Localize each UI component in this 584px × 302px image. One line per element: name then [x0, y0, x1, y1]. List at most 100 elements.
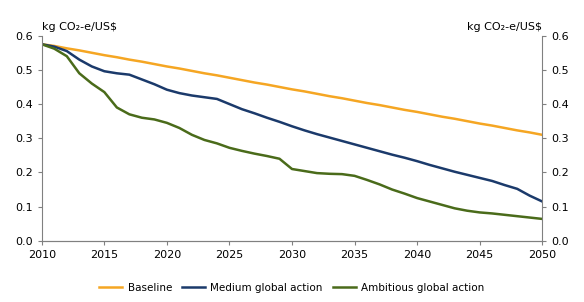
Baseline: [376, 103, 383, 107]
Ambitious global action: [376, 183, 383, 186]
Baseline: [164, 65, 171, 68]
Medium global action: [213, 97, 220, 101]
Medium global action: [489, 179, 496, 183]
Medium global action: [288, 124, 296, 128]
Medium global action: [451, 170, 458, 174]
Baseline: [238, 78, 245, 82]
Ambitious global action: [301, 169, 308, 173]
Medium global action: [401, 156, 408, 159]
Baseline: [351, 99, 358, 102]
Baseline: [138, 60, 145, 63]
Baseline: [301, 90, 308, 93]
Baseline: [201, 72, 208, 75]
Baseline: [126, 58, 133, 61]
Baseline: [288, 88, 296, 91]
Baseline: [526, 131, 533, 134]
Text: kg CO₂-e/US$: kg CO₂-e/US$: [467, 21, 542, 32]
Baseline: [401, 108, 408, 112]
Medium global action: [238, 108, 245, 111]
Medium global action: [388, 153, 395, 156]
Baseline: [426, 113, 433, 116]
Ambitious global action: [164, 121, 171, 125]
Ambitious global action: [339, 172, 346, 176]
Baseline: [276, 85, 283, 89]
Ambitious global action: [426, 200, 433, 203]
Baseline: [388, 106, 395, 109]
Baseline: [39, 42, 46, 46]
Baseline: [51, 44, 58, 48]
Baseline: [176, 67, 183, 70]
Medium global action: [339, 139, 346, 143]
Ambitious global action: [364, 178, 371, 182]
Ambitious global action: [263, 154, 270, 158]
Medium global action: [514, 187, 521, 191]
Text: kg CO₂-e/US$: kg CO₂-e/US$: [42, 21, 117, 32]
Ambitious global action: [276, 157, 283, 161]
Ambitious global action: [326, 172, 333, 175]
Ambitious global action: [51, 47, 58, 50]
Line: Ambitious global action: Ambitious global action: [42, 44, 542, 219]
Medium global action: [476, 176, 483, 180]
Medium global action: [439, 166, 446, 170]
Medium global action: [189, 94, 196, 97]
Medium global action: [351, 143, 358, 146]
Ambitious global action: [514, 214, 521, 218]
Medium global action: [151, 82, 158, 86]
Ambitious global action: [413, 196, 420, 200]
Ambitious global action: [351, 174, 358, 178]
Medium global action: [101, 69, 108, 73]
Baseline: [413, 110, 420, 114]
Ambitious global action: [213, 142, 220, 145]
Baseline: [151, 62, 158, 66]
Medium global action: [413, 159, 420, 163]
Baseline: [263, 83, 270, 86]
Baseline: [538, 133, 545, 137]
Ambitious global action: [39, 42, 46, 46]
Baseline: [189, 69, 196, 73]
Baseline: [326, 95, 333, 98]
Ambitious global action: [138, 116, 145, 120]
Medium global action: [164, 88, 171, 92]
Ambitious global action: [76, 72, 83, 75]
Ambitious global action: [126, 113, 133, 116]
Baseline: [101, 53, 108, 57]
Medium global action: [426, 163, 433, 167]
Baseline: [251, 81, 258, 84]
Ambitious global action: [501, 213, 508, 217]
Medium global action: [113, 72, 120, 75]
Ambitious global action: [526, 216, 533, 219]
Medium global action: [526, 194, 533, 198]
Baseline: [339, 96, 346, 100]
Ambitious global action: [388, 188, 395, 191]
Medium global action: [464, 173, 471, 177]
Medium global action: [176, 91, 183, 95]
Line: Medium global action: Medium global action: [42, 44, 542, 201]
Ambitious global action: [151, 117, 158, 121]
Medium global action: [538, 200, 545, 203]
Ambitious global action: [538, 217, 545, 221]
Medium global action: [88, 65, 95, 68]
Medium global action: [76, 58, 83, 61]
Ambitious global action: [238, 149, 245, 153]
Medium global action: [376, 149, 383, 153]
Line: Baseline: Baseline: [42, 44, 542, 135]
Baseline: [63, 47, 70, 50]
Ambitious global action: [88, 82, 95, 85]
Ambitious global action: [113, 106, 120, 109]
Baseline: [76, 49, 83, 52]
Ambitious global action: [314, 171, 321, 175]
Medium global action: [63, 49, 70, 53]
Ambitious global action: [251, 152, 258, 156]
Baseline: [476, 122, 483, 125]
Medium global action: [138, 78, 145, 81]
Legend: Baseline, Medium global action, Ambitious global action: Baseline, Medium global action, Ambitiou…: [95, 278, 489, 297]
Medium global action: [364, 146, 371, 149]
Baseline: [226, 76, 233, 79]
Baseline: [489, 124, 496, 127]
Ambitious global action: [201, 138, 208, 142]
Baseline: [464, 119, 471, 123]
Baseline: [439, 115, 446, 118]
Ambitious global action: [101, 90, 108, 94]
Ambitious global action: [451, 207, 458, 210]
Medium global action: [39, 42, 46, 46]
